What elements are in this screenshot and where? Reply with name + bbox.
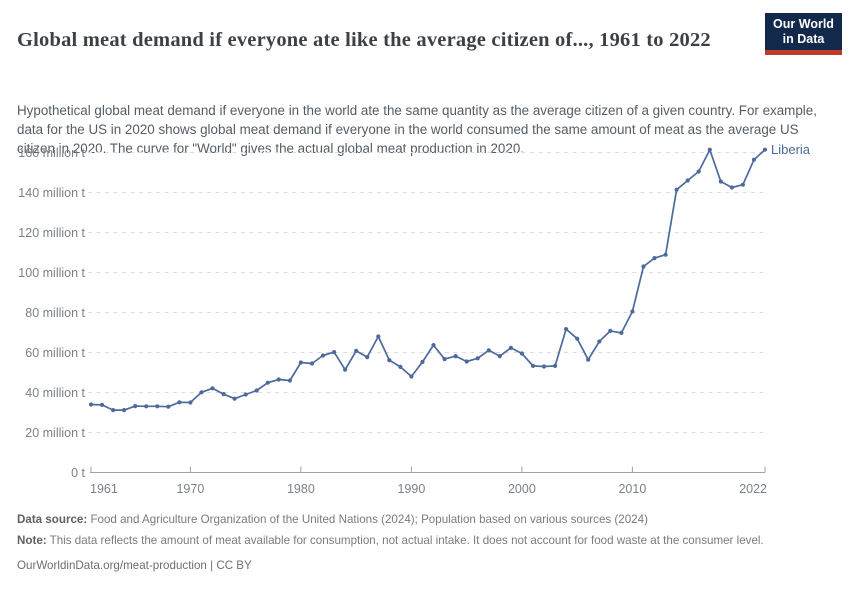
data-point[interactable] <box>608 328 613 333</box>
data-point[interactable] <box>762 147 768 152</box>
data-point[interactable] <box>619 330 624 335</box>
y-tick-label: 80 million t <box>25 306 85 320</box>
x-tick-label: 2010 <box>618 482 646 496</box>
data-point[interactable] <box>586 357 591 362</box>
data-point[interactable] <box>232 396 237 401</box>
data-point[interactable] <box>133 404 138 409</box>
y-tick-label: 140 million t <box>18 186 85 200</box>
owid-logo[interactable]: Our World in Data <box>765 13 842 55</box>
data-source-label: Data source: <box>17 513 88 526</box>
data-point[interactable] <box>663 252 668 257</box>
data-point[interactable] <box>718 179 723 184</box>
data-point[interactable] <box>497 354 502 359</box>
data-source-text: Food and Agriculture Organization of the… <box>87 513 648 526</box>
data-point[interactable] <box>541 364 547 369</box>
data-line-liberia[interactable] <box>90 148 766 411</box>
data-point[interactable] <box>188 400 193 405</box>
data-point[interactable] <box>530 363 536 368</box>
data-point[interactable] <box>486 348 491 353</box>
y-tick-label: 160 million t <box>18 146 85 160</box>
data-point[interactable] <box>464 359 469 364</box>
data-point[interactable] <box>729 185 735 190</box>
data-point[interactable] <box>320 353 326 358</box>
data-point[interactable] <box>199 390 204 395</box>
data-point[interactable] <box>685 178 690 183</box>
data-point[interactable] <box>254 388 259 393</box>
y-tick-label: 120 million t <box>18 226 85 240</box>
data-point[interactable] <box>276 377 281 382</box>
x-tick-label: 1980 <box>287 482 315 496</box>
y-tick-label: 60 million t <box>25 346 85 360</box>
x-tick-label: 2022 <box>739 482 767 496</box>
data-point[interactable] <box>155 404 160 409</box>
x-tick-label: 1961 <box>90 482 118 496</box>
note-line: Note: This data reflects the amount of m… <box>17 533 835 549</box>
data-point[interactable] <box>564 327 569 332</box>
data-point[interactable] <box>475 356 480 361</box>
x-tick-label: 1970 <box>176 482 204 496</box>
data-point[interactable] <box>420 359 425 364</box>
data-point[interactable] <box>641 264 646 269</box>
data-point[interactable] <box>354 348 359 353</box>
data-point[interactable] <box>508 345 513 350</box>
note-label: Note: <box>17 534 47 547</box>
data-point[interactable] <box>431 343 436 348</box>
y-tick-label: 40 million t <box>25 386 85 400</box>
data-point[interactable] <box>575 336 580 341</box>
data-point[interactable] <box>221 392 226 397</box>
data-source-line: Data source: Food and Agriculture Organi… <box>17 512 835 528</box>
y-tick-label: 100 million t <box>18 266 85 280</box>
series-label-liberia[interactable]: Liberia <box>771 142 811 157</box>
data-point[interactable] <box>88 402 94 407</box>
data-point[interactable] <box>265 380 270 385</box>
owid-logo-red-bar <box>765 50 842 55</box>
data-point[interactable] <box>751 157 757 162</box>
y-tick-label: 20 million t <box>25 426 85 440</box>
data-point[interactable] <box>696 169 701 174</box>
data-point[interactable] <box>210 386 215 391</box>
owid-logo-text: Our World in Data <box>765 13 842 50</box>
data-point[interactable] <box>409 374 414 379</box>
data-point[interactable] <box>177 400 182 405</box>
chart-footer: Data source: Food and Agriculture Organi… <box>17 512 835 574</box>
data-point[interactable] <box>553 363 558 368</box>
citation-link[interactable]: OurWorldinData.org/meat-production | CC … <box>17 559 252 572</box>
data-point[interactable] <box>453 354 458 359</box>
data-point[interactable] <box>740 182 746 187</box>
owid-logo-line2: in Data <box>782 32 825 46</box>
data-point[interactable] <box>287 378 292 383</box>
data-point[interactable] <box>111 408 116 413</box>
data-point[interactable] <box>144 404 149 409</box>
data-point[interactable] <box>365 355 370 360</box>
note-text: This data reflects the amount of meat av… <box>46 534 764 547</box>
x-tick-label: 2000 <box>508 482 536 496</box>
page-title: Global meat demand if everyone ate like … <box>17 28 711 51</box>
data-point[interactable] <box>309 361 315 366</box>
data-point[interactable] <box>630 309 635 314</box>
data-point[interactable] <box>519 351 525 356</box>
owid-logo-line1: Our World <box>773 17 834 31</box>
data-point[interactable] <box>332 350 337 355</box>
data-point[interactable] <box>298 360 303 365</box>
data-point[interactable] <box>343 367 348 372</box>
data-point[interactable] <box>99 402 105 407</box>
data-point[interactable] <box>398 364 403 369</box>
data-point[interactable] <box>442 357 447 362</box>
data-point[interactable] <box>122 408 127 413</box>
data-point[interactable] <box>674 187 679 192</box>
y-tick-label: 0 t <box>71 466 85 480</box>
data-point[interactable] <box>387 358 392 363</box>
data-point[interactable] <box>652 256 657 261</box>
data-point[interactable] <box>707 147 712 152</box>
data-point[interactable] <box>243 392 248 397</box>
data-point[interactable] <box>376 334 381 339</box>
data-point[interactable] <box>166 404 171 409</box>
x-tick-label: 1990 <box>397 482 425 496</box>
data-point[interactable] <box>597 339 602 344</box>
